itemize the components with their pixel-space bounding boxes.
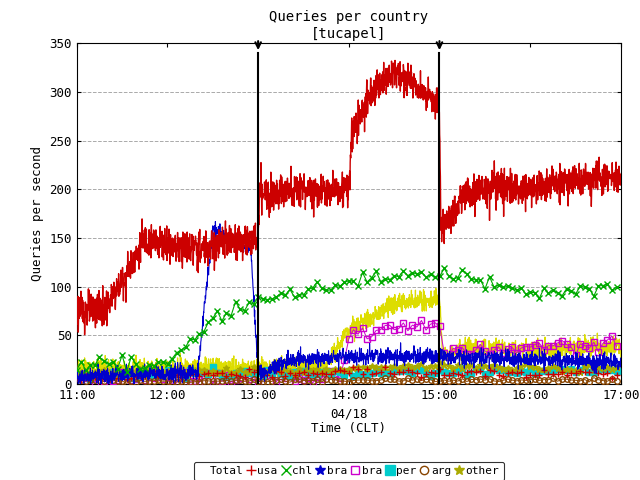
Legend: Total, usa, chl, bra, bra, per, arg, other: Total, usa, chl, bra, bra, per, arg, oth… — [194, 462, 504, 480]
Title: Queries per country
[tucapel]: Queries per country [tucapel] — [269, 11, 428, 41]
X-axis label: 04/18
Time (CLT): 04/18 Time (CLT) — [311, 408, 387, 435]
Y-axis label: Queries per second: Queries per second — [31, 146, 44, 281]
